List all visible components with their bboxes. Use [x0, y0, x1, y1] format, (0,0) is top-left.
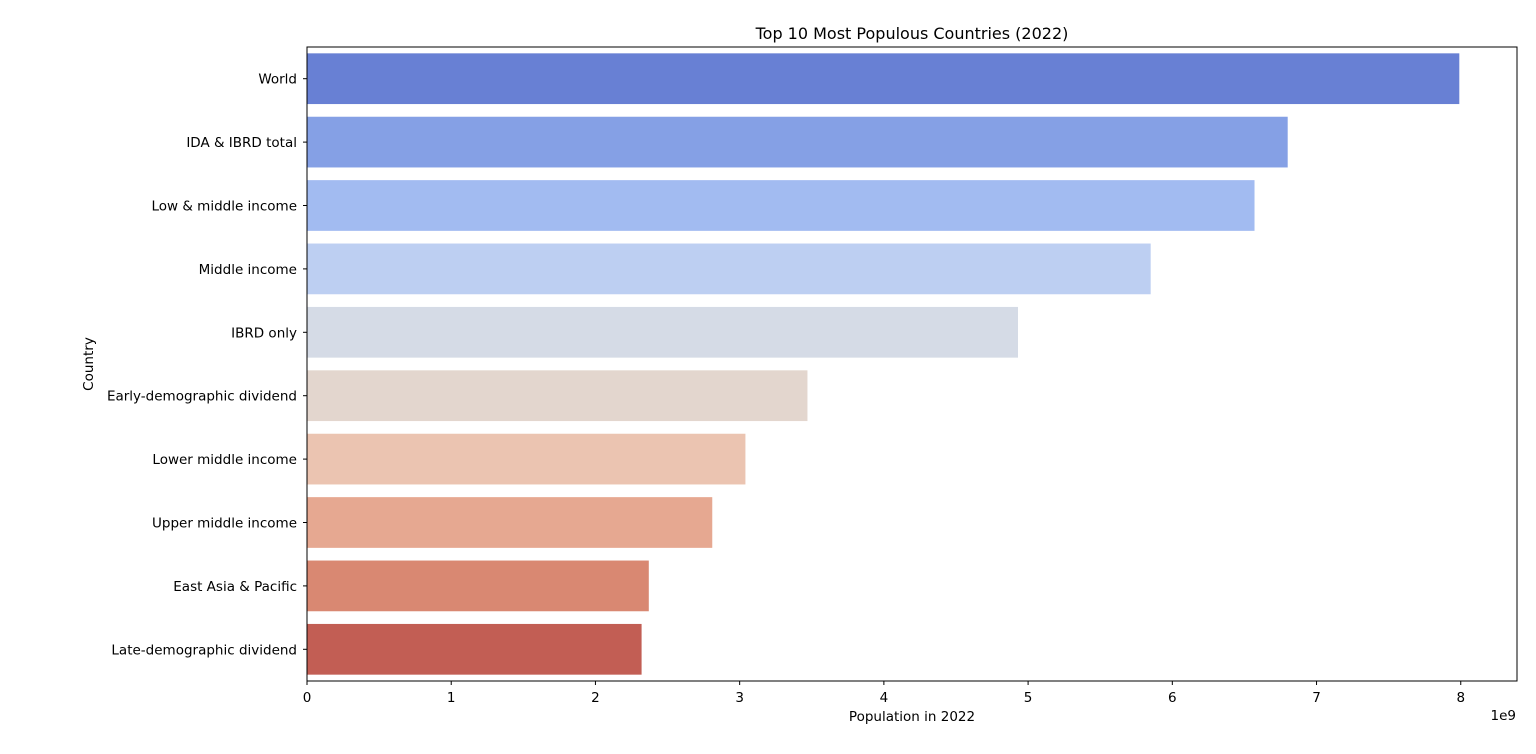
bar [307, 433, 746, 485]
y-tick-label: East Asia & Pacific [173, 579, 297, 595]
bar [307, 560, 649, 612]
x-axis: 0 1 2 3 4 5 6 7 8 [303, 681, 1465, 706]
y-axis-title: Country [81, 337, 97, 391]
y-axis: World IDA & IBRD total Low & middle income… [107, 72, 307, 658]
y-tick-label: IDA & IBRD total [186, 135, 297, 151]
x-tick-label: 5 [1024, 690, 1033, 706]
x-tick-label: 0 [303, 690, 312, 706]
y-tick-label: Lower middle income [152, 452, 297, 468]
y-tick-label: IBRD only [231, 325, 297, 341]
x-tick-label: 1 [447, 690, 456, 706]
x-tick-label: 3 [735, 690, 744, 706]
bar [307, 623, 642, 675]
x-axis-title: Population in 2022 [849, 709, 975, 725]
x-tick-label: 7 [1312, 690, 1321, 706]
bar [307, 116, 1288, 168]
x-tick-label: 4 [880, 690, 889, 706]
bar [307, 243, 1151, 295]
y-tick-label: Low & middle income [151, 199, 297, 215]
bar [307, 306, 1019, 358]
y-tick-label: Early-demographic dividend [107, 389, 297, 405]
plot-frame [306, 46, 1518, 682]
bar [307, 180, 1255, 231]
y-tick-label: Late-demographic dividend [111, 642, 297, 658]
y-tick-label: Upper middle income [152, 516, 297, 532]
x-tick-label: 6 [1168, 690, 1177, 706]
bar [307, 370, 808, 422]
y-tick-label: Middle income [199, 262, 297, 278]
x-tick-label: 8 [1456, 690, 1465, 706]
bars-group [307, 53, 1460, 675]
chart-title: Top 10 Most Populous Countries (2022) [755, 24, 1069, 43]
bar [307, 53, 1460, 105]
bar [307, 497, 713, 548]
y-tick-label: World [258, 72, 297, 88]
x-tick-label: 2 [591, 690, 600, 706]
x-axis-offset-label: 1e9 [1491, 708, 1516, 724]
